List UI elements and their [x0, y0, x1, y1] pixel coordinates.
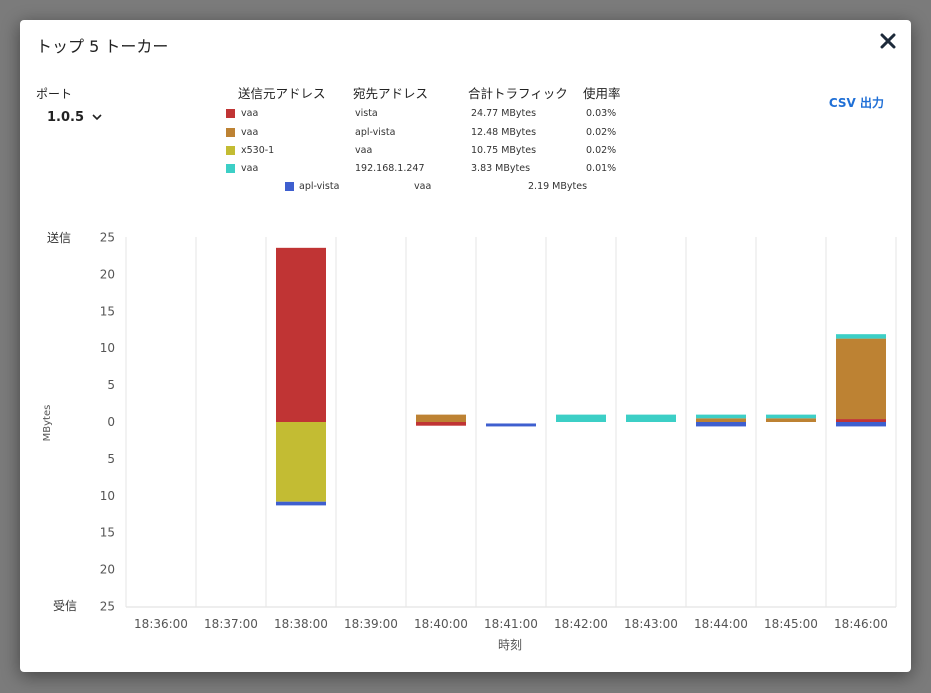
bar-segment	[836, 334, 886, 339]
x-tick-label: 18:41:00	[484, 617, 538, 631]
x-tick-label: 18:40:00	[414, 617, 468, 631]
legend-swatch	[226, 109, 235, 118]
x-tick-label: 18:36:00	[134, 617, 188, 631]
x-tick-label: 18:43:00	[624, 617, 678, 631]
top-talkers-dialog: トップ 5 トーカー ポート 1.0.5 CSV 出力 送信元アドレス 宛先アド…	[20, 20, 911, 672]
legend-destination: 192.168.1.247	[355, 163, 425, 174]
bar-segment	[486, 423, 536, 427]
bar-segment	[416, 422, 466, 426]
legend-traffic: 3.83 MBytes	[471, 163, 531, 174]
legend-swatch	[226, 128, 235, 137]
x-tick-label: 18:45:00	[764, 617, 818, 631]
y-top-label: 送信	[47, 230, 71, 245]
bar-segment	[836, 419, 886, 422]
legend-header-traffic: 合計トラフィック	[468, 86, 568, 101]
bar-segment	[696, 418, 746, 422]
x-tick-label: 18:39:00	[344, 617, 398, 631]
y-tick-label: 10	[100, 489, 115, 503]
y-tick-label: 25	[100, 231, 115, 245]
bar-segment	[556, 414, 606, 422]
legend-destination: vista	[355, 108, 378, 119]
bar-segment	[696, 414, 746, 419]
close-icon	[880, 33, 896, 49]
legend-destination: vaa	[355, 145, 373, 156]
bar-segment	[836, 422, 886, 427]
legend-swatch	[285, 182, 294, 191]
port-value: 1.0.5	[47, 110, 85, 125]
x-tick-label: 18:38:00	[274, 617, 328, 631]
legend-destination: apl-vista	[355, 127, 396, 138]
legend-header-source: 送信元アドレス	[238, 86, 326, 101]
csv-export-button[interactable]: CSV 出力	[828, 96, 884, 110]
bar-segment	[836, 338, 886, 420]
x-tick-label: 18:42:00	[554, 617, 608, 631]
y-tick-label: 5	[107, 378, 115, 392]
dialog-title: トップ 5 トーカー	[36, 37, 169, 56]
y-tick-label: 5	[107, 452, 115, 466]
port-label: ポート	[36, 87, 73, 101]
y-bottom-label: 受信	[53, 599, 77, 613]
y-tick-label: 25	[100, 600, 115, 614]
legend-traffic: 24.77 MBytes	[471, 108, 537, 119]
port-select[interactable]: 1.0.5	[47, 110, 102, 125]
legend-header-destination: 宛先アドレス	[353, 86, 429, 101]
y-tick-label: 20	[100, 563, 115, 577]
y-axis-label: MBytes	[42, 405, 53, 442]
legend-traffic: 2.19 MBytes	[528, 181, 588, 192]
x-tick-label: 18:44:00	[694, 617, 748, 631]
x-tick-label: 18:37:00	[204, 617, 258, 631]
bar-segment	[766, 414, 816, 419]
legend-traffic: 10.75 MBytes	[471, 145, 537, 156]
legend-swatch	[226, 146, 235, 155]
bar-segment	[276, 501, 326, 506]
legend-source: apl-vista	[299, 181, 340, 192]
bar-segment	[276, 422, 326, 502]
legend-usage: 0.01%	[586, 163, 617, 174]
legend-source: vaa	[241, 127, 259, 138]
legend-swatch	[226, 164, 235, 173]
legend-destination: vaa	[414, 181, 432, 192]
legend-usage: 0.02%	[586, 145, 617, 156]
bar-segment	[416, 414, 466, 422]
y-tick-label: 15	[100, 526, 115, 540]
legend-source: x530-1	[241, 145, 275, 156]
close-button[interactable]	[875, 28, 901, 54]
traffic-chart: 18:46:00 18:45:00 18:44:00 18:43:00 18:42:00…	[42, 230, 897, 652]
bar-segment	[696, 422, 746, 427]
legend-traffic: 12.48 MBytes	[471, 127, 537, 138]
legend-usage: 0.02%	[586, 127, 617, 138]
chevron-down-icon	[92, 114, 102, 121]
y-tick-label: 15	[100, 304, 115, 318]
legend-source: vaa	[241, 163, 259, 174]
legend-source: vaa	[241, 108, 259, 119]
x-tick-label: 18:46:00	[834, 617, 888, 631]
y-tick-label: 20	[100, 267, 115, 281]
bar-segment	[276, 247, 326, 422]
x-axis-label: 時刻	[498, 638, 522, 652]
y-tick-label: 0	[107, 415, 115, 429]
legend-usage: 0.03%	[586, 108, 617, 119]
legend-header-usage: 使用率	[583, 86, 621, 101]
bar-segment	[626, 414, 676, 422]
y-tick-label: 10	[100, 341, 115, 355]
bar-segment	[766, 418, 816, 422]
